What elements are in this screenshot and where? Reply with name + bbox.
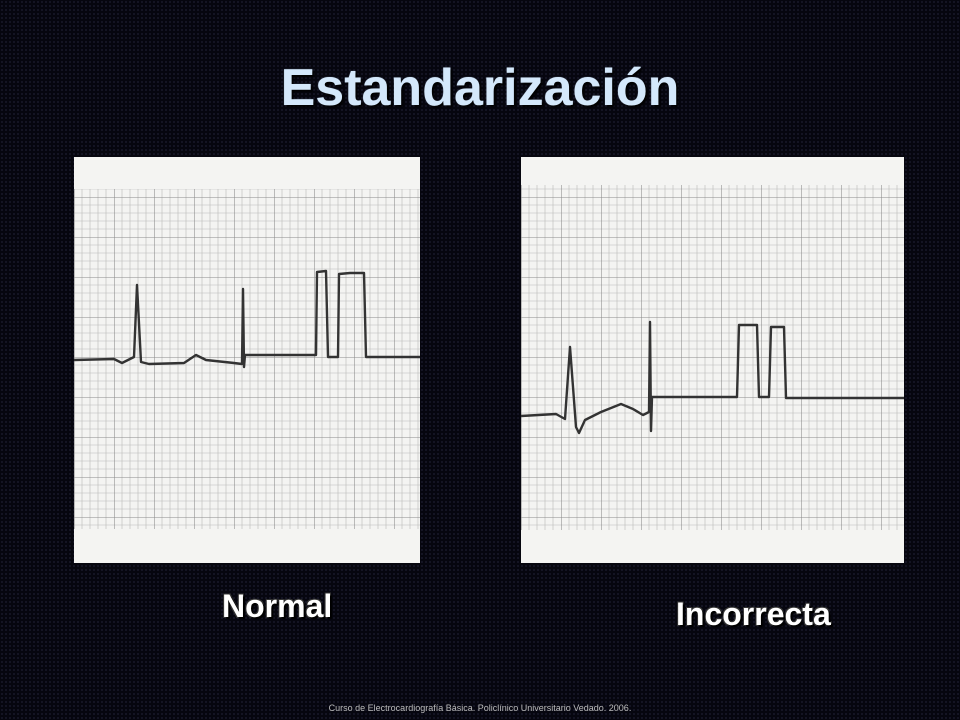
ecg-incorrecta (521, 157, 904, 563)
slide-title: Estandarización (280, 59, 680, 117)
footer: Curso de Electrocardiografía Básica. Pol… (328, 703, 632, 713)
panel-label: Incorrecta (676, 596, 831, 632)
ecg-normal (74, 157, 420, 563)
panel-label: Normal (222, 588, 333, 624)
